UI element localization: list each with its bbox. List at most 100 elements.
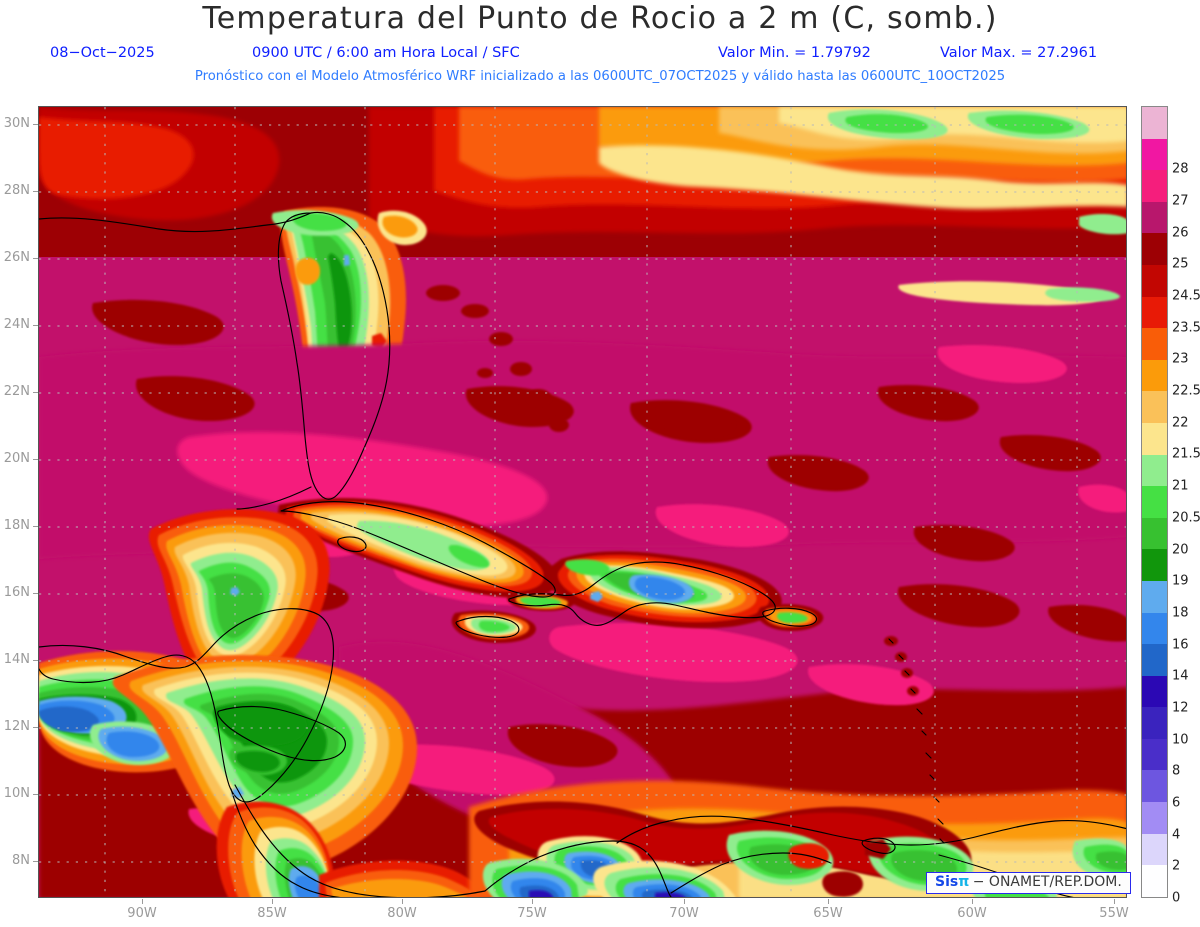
colorbar-tick-label: 20.5: [1172, 510, 1200, 526]
colorbar-tick-label: 23.5: [1172, 320, 1200, 336]
colorbar-swatch: [1142, 517, 1167, 550]
colorbar-swatch: [1142, 454, 1167, 487]
agency-text: − ONAMET/REP.DOM.: [972, 874, 1122, 890]
y-axis-tick-label: 8N: [12, 853, 30, 868]
x-axis-tick: [532, 899, 533, 904]
y-axis-tick-label: 22N: [3, 384, 30, 399]
x-axis-tick: [972, 899, 973, 904]
y-axis-tick: [33, 191, 38, 192]
y-axis-tick: [33, 727, 38, 728]
y-axis-tick-label: 30N: [3, 116, 30, 131]
colorbar-tick-label: 23: [1172, 351, 1189, 367]
value-min: Valor Min. = 1.79792: [718, 45, 871, 61]
colorbar-tick-label: 14: [1172, 668, 1189, 684]
y-axis-tick-label: 24N: [3, 317, 30, 332]
y-axis-tick-label: 26N: [3, 250, 30, 265]
coastline-overlay: [39, 211, 1126, 897]
x-axis-tick-label: 75W: [517, 906, 547, 921]
y-axis-tick-label: 12N: [3, 719, 30, 734]
colorbar-swatch: [1142, 580, 1167, 613]
x-axis-tick-label: 60W: [957, 906, 987, 921]
colorbar-swatch: [1142, 486, 1167, 518]
x-axis-tick: [828, 899, 829, 904]
y-axis-tick: [33, 124, 38, 125]
x-axis-tick-label: 90W: [127, 906, 157, 921]
colorbar-tick-label: 8: [1172, 763, 1181, 779]
colorbar-swatch: [1142, 201, 1167, 234]
colorbar-labels: 28 27 26 25 24.5 23.5 23 22.5 22 21.5 21 20.5 20 19 18…: [1172, 106, 1200, 906]
x-axis-tick: [402, 899, 403, 904]
forecast-date: 08−Oct−2025: [50, 45, 155, 61]
y-axis-tick-label: 10N: [3, 786, 30, 801]
forecast-note: Pronóstico con el Modelo Atmosférico WRF…: [194, 69, 1006, 84]
colorbar-tick-label: 2: [1172, 858, 1181, 874]
colorbar-tick-label: 18: [1172, 605, 1189, 621]
colorbar-swatch: [1142, 264, 1167, 297]
colorbar-swatch: [1142, 549, 1167, 581]
colorbar-tick-label: 24.5: [1172, 288, 1200, 304]
colorbar-swatch: [1142, 328, 1167, 360]
colorbar[interactable]: [1141, 106, 1168, 898]
x-axis-tick-label: 85W: [257, 906, 287, 921]
y-axis-tick: [33, 593, 38, 594]
x-axis-tick-label: 55W: [1099, 906, 1129, 921]
y-axis-tick-label: 18N: [3, 518, 30, 533]
colorbar-swatch: [1142, 802, 1167, 834]
x-axis-tick-label: 80W: [387, 906, 417, 921]
colorbar-swatch: [1142, 612, 1167, 645]
y-axis-tick-label: 14N: [3, 652, 30, 667]
colorbar-tick-label: 21: [1172, 478, 1189, 494]
forecast-time: 0900 UTC / 6:00 am Hora Local / SFC: [252, 45, 520, 61]
value-max: Valor Max. = 27.2961: [940, 45, 1098, 61]
x-axis-tick: [684, 899, 685, 904]
colorbar-swatch: [1142, 138, 1167, 171]
y-axis-tick: [33, 660, 38, 661]
colorbar-tick-label: 25: [1172, 256, 1189, 272]
colorbar-swatch: [1142, 675, 1167, 708]
y-axis-tick: [33, 794, 38, 795]
x-axis-tick: [1114, 899, 1115, 904]
colorbar-tick-label: 20: [1172, 542, 1189, 558]
colorbar-swatch: [1142, 738, 1167, 771]
colorbar-swatch: [1142, 422, 1167, 455]
colorbar-swatch: [1142, 644, 1167, 676]
y-axis-tick: [33, 392, 38, 393]
y-axis-tick: [33, 325, 38, 326]
colorbar-swatch: [1142, 391, 1167, 423]
colorbar-swatch: [1142, 770, 1167, 803]
colorbar-tick-label: 10: [1172, 732, 1189, 748]
header-metadata-row: 08−Oct−2025 0900 UTC / 6:00 am Hora Loca…: [0, 45, 1200, 63]
colorbar-swatch: [1142, 865, 1167, 897]
dewpoint-contour-map: [39, 107, 1126, 897]
colorbar-tick-label: 6: [1172, 795, 1181, 811]
map-plot-area[interactable]: [38, 106, 1127, 898]
colorbar-swatch: [1142, 707, 1167, 739]
colorbar-swatch: [1142, 107, 1167, 139]
colorbar-tick-label: 22: [1172, 415, 1189, 431]
x-axis-tick: [272, 899, 273, 904]
colorbar-tick-label: 4: [1172, 827, 1181, 843]
brand-pi-icon: π: [958, 874, 969, 890]
colorbar-tick-label: 12: [1172, 700, 1189, 716]
colorbar-swatch: [1142, 359, 1167, 392]
colorbar-tick-label: 22.5: [1172, 383, 1200, 399]
map-gridlines: [39, 107, 1126, 897]
colorbar-swatch: [1142, 170, 1167, 202]
brand-text: Sis: [935, 874, 959, 890]
y-axis-tick: [33, 861, 38, 862]
colorbar-swatch: [1142, 833, 1167, 866]
colorbar-swatch: [1142, 233, 1167, 265]
colorbar-tick-label: 21.5: [1172, 446, 1200, 462]
colorbar-tick-label: 16: [1172, 637, 1189, 653]
y-axis-tick: [33, 459, 38, 460]
colorbar-tick-label: 26: [1172, 225, 1189, 241]
y-axis-tick-label: 20N: [3, 451, 30, 466]
page-title: Temperatura del Punto de Rocio a 2 m (C,…: [202, 1, 998, 36]
colorbar-tick-label: 28: [1172, 161, 1189, 177]
x-axis-tick: [142, 899, 143, 904]
colorbar-tick-label: 0: [1172, 890, 1181, 906]
y-axis-tick-label: 28N: [3, 183, 30, 198]
colorbar-tick-label: 19: [1172, 573, 1189, 589]
x-axis-tick-label: 70W: [669, 906, 699, 921]
